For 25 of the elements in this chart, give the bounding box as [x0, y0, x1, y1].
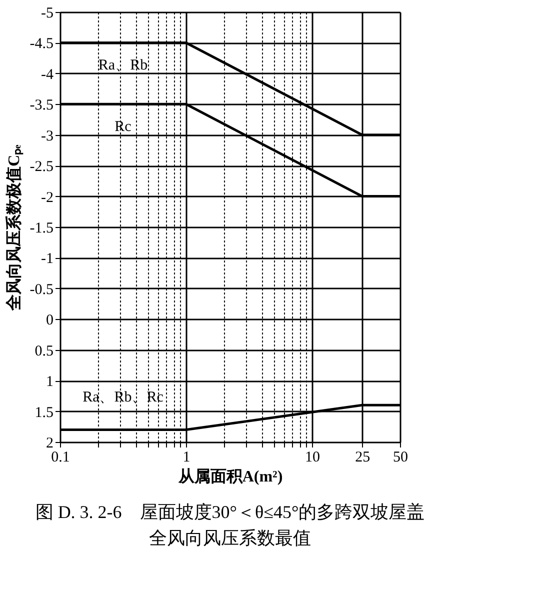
y-tick-label: -2: [41, 190, 54, 206]
y-tick-label: -5: [41, 6, 54, 22]
y-tick-label: -1.5: [30, 220, 54, 236]
series-label: Ra、Rb: [98, 58, 148, 74]
y-tick-label: -2.5: [30, 159, 54, 176]
x-axis-title: 从属面积A(m²): [177, 468, 283, 486]
y-tick-label: -3: [41, 128, 54, 144]
x-tick-label: 10: [304, 450, 320, 466]
y-tick-label: -1: [41, 251, 54, 268]
y-tick-label: -0.5: [30, 282, 54, 298]
y-tick-label: 0: [46, 312, 54, 329]
y-axis-title: 全风向风压系数极值Cₚₑ: [4, 144, 24, 312]
y-tick-label: 1.5: [34, 404, 54, 421]
x-tick-label: 0.1: [51, 450, 70, 466]
y-tick-label: -4.5: [30, 36, 54, 52]
x-tick-label: 25: [355, 450, 370, 466]
y-tick-label: 0.5: [34, 343, 54, 360]
y-tick-label: -3.5: [30, 98, 54, 114]
y-tick-label: 1: [46, 374, 54, 390]
series-label: Rc: [114, 119, 132, 136]
x-tick-label: 50: [393, 450, 408, 466]
y-tick-label: 2: [46, 436, 54, 452]
y-tick-label: -4: [41, 66, 54, 83]
x-tick-label: 1: [182, 450, 190, 466]
text: 图 D. 3. 2-6 屋面坡度30°＜θ≤45°的多跨双坡屋盖全风向风压系数最值: [35, 502, 425, 548]
